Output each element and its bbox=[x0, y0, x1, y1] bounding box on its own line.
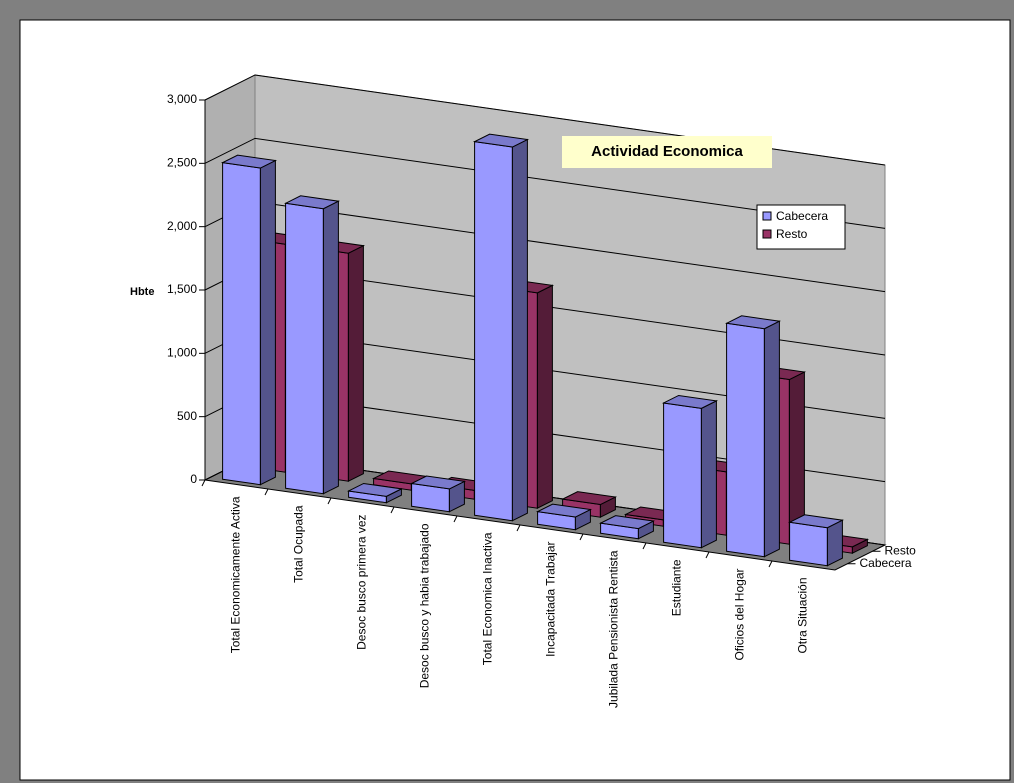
bar-top bbox=[535, 503, 593, 518]
bar bbox=[222, 162, 261, 486]
x-tick-label: Otra Situación bbox=[796, 578, 810, 654]
legend-label: Cabecera bbox=[776, 209, 828, 223]
bar-side bbox=[700, 400, 717, 549]
y-tick-label: 500 bbox=[177, 409, 197, 423]
bar-top bbox=[560, 491, 618, 506]
legend-swatch bbox=[762, 229, 772, 239]
x-tick-label: Estudiante bbox=[670, 559, 684, 616]
x-tick bbox=[705, 551, 710, 559]
x-tick bbox=[642, 542, 647, 550]
x-tick-label: Total Economicamente Activa bbox=[229, 496, 243, 653]
bar-top bbox=[661, 394, 719, 409]
bar bbox=[474, 141, 513, 522]
legend-swatch bbox=[762, 211, 772, 221]
x-tick bbox=[579, 533, 584, 541]
legend bbox=[756, 204, 846, 250]
y-tick-label: 3,000 bbox=[167, 92, 197, 106]
x-tick bbox=[453, 515, 458, 523]
x-tick bbox=[264, 488, 269, 496]
y-tick-label: 2,500 bbox=[167, 156, 197, 170]
x-tick-label: Total Ocupada bbox=[292, 505, 306, 583]
bar-top bbox=[409, 475, 467, 490]
plot: 0 500 1,000 1,500 2,000 2,500 3,000 Total Econo… bbox=[167, 74, 917, 708]
x-tick-label: Desoc busco primera vez bbox=[355, 515, 369, 650]
x-tick-label: Desoc busco y habia trabajado bbox=[418, 523, 432, 688]
x-tick-label: Total Economica Inactiva bbox=[481, 532, 495, 665]
x-tick-label: Incapacitada Trabajar bbox=[544, 541, 558, 656]
x-tick bbox=[516, 524, 521, 532]
bar-top bbox=[598, 515, 656, 530]
bar bbox=[726, 322, 765, 558]
y-tick-label: 1,500 bbox=[167, 282, 197, 296]
bar bbox=[285, 202, 324, 495]
bar-top bbox=[724, 315, 782, 330]
grid-line bbox=[204, 74, 886, 166]
bar bbox=[789, 521, 828, 567]
bar-top bbox=[220, 154, 278, 169]
depth-label: Cabecera bbox=[860, 556, 912, 570]
bar-side bbox=[347, 244, 364, 483]
chart-title: Actividad Economica bbox=[591, 143, 743, 160]
bar-side bbox=[259, 159, 276, 486]
bar-top bbox=[283, 195, 341, 210]
y-tick-label: 2,000 bbox=[167, 219, 197, 233]
title-box bbox=[562, 136, 772, 168]
bar-side bbox=[536, 284, 553, 510]
y-tick-label: 1,000 bbox=[167, 346, 197, 360]
legend-label: Resto bbox=[776, 227, 808, 241]
bar-top bbox=[787, 514, 845, 529]
bar-side bbox=[511, 138, 528, 522]
bar-top bbox=[346, 482, 404, 497]
bar-top bbox=[472, 133, 530, 148]
x-tick bbox=[201, 479, 206, 487]
depth-label: Resto bbox=[885, 543, 917, 557]
legend-entries: Cabecera Resto bbox=[762, 209, 828, 241]
x-tick bbox=[768, 560, 773, 568]
x-tick bbox=[327, 497, 332, 505]
bar-side bbox=[322, 200, 339, 495]
bar-side bbox=[763, 320, 780, 558]
x-tick-label: Jubilada Pensionista Rentista bbox=[607, 550, 621, 708]
x-tick bbox=[390, 506, 395, 514]
bar bbox=[663, 402, 702, 549]
grid-line bbox=[204, 137, 886, 229]
x-tick-label: Oficios del Hogar bbox=[733, 569, 747, 661]
y-axis-label: Hbte bbox=[130, 286, 154, 298]
y-tick-label: 0 bbox=[190, 472, 197, 486]
